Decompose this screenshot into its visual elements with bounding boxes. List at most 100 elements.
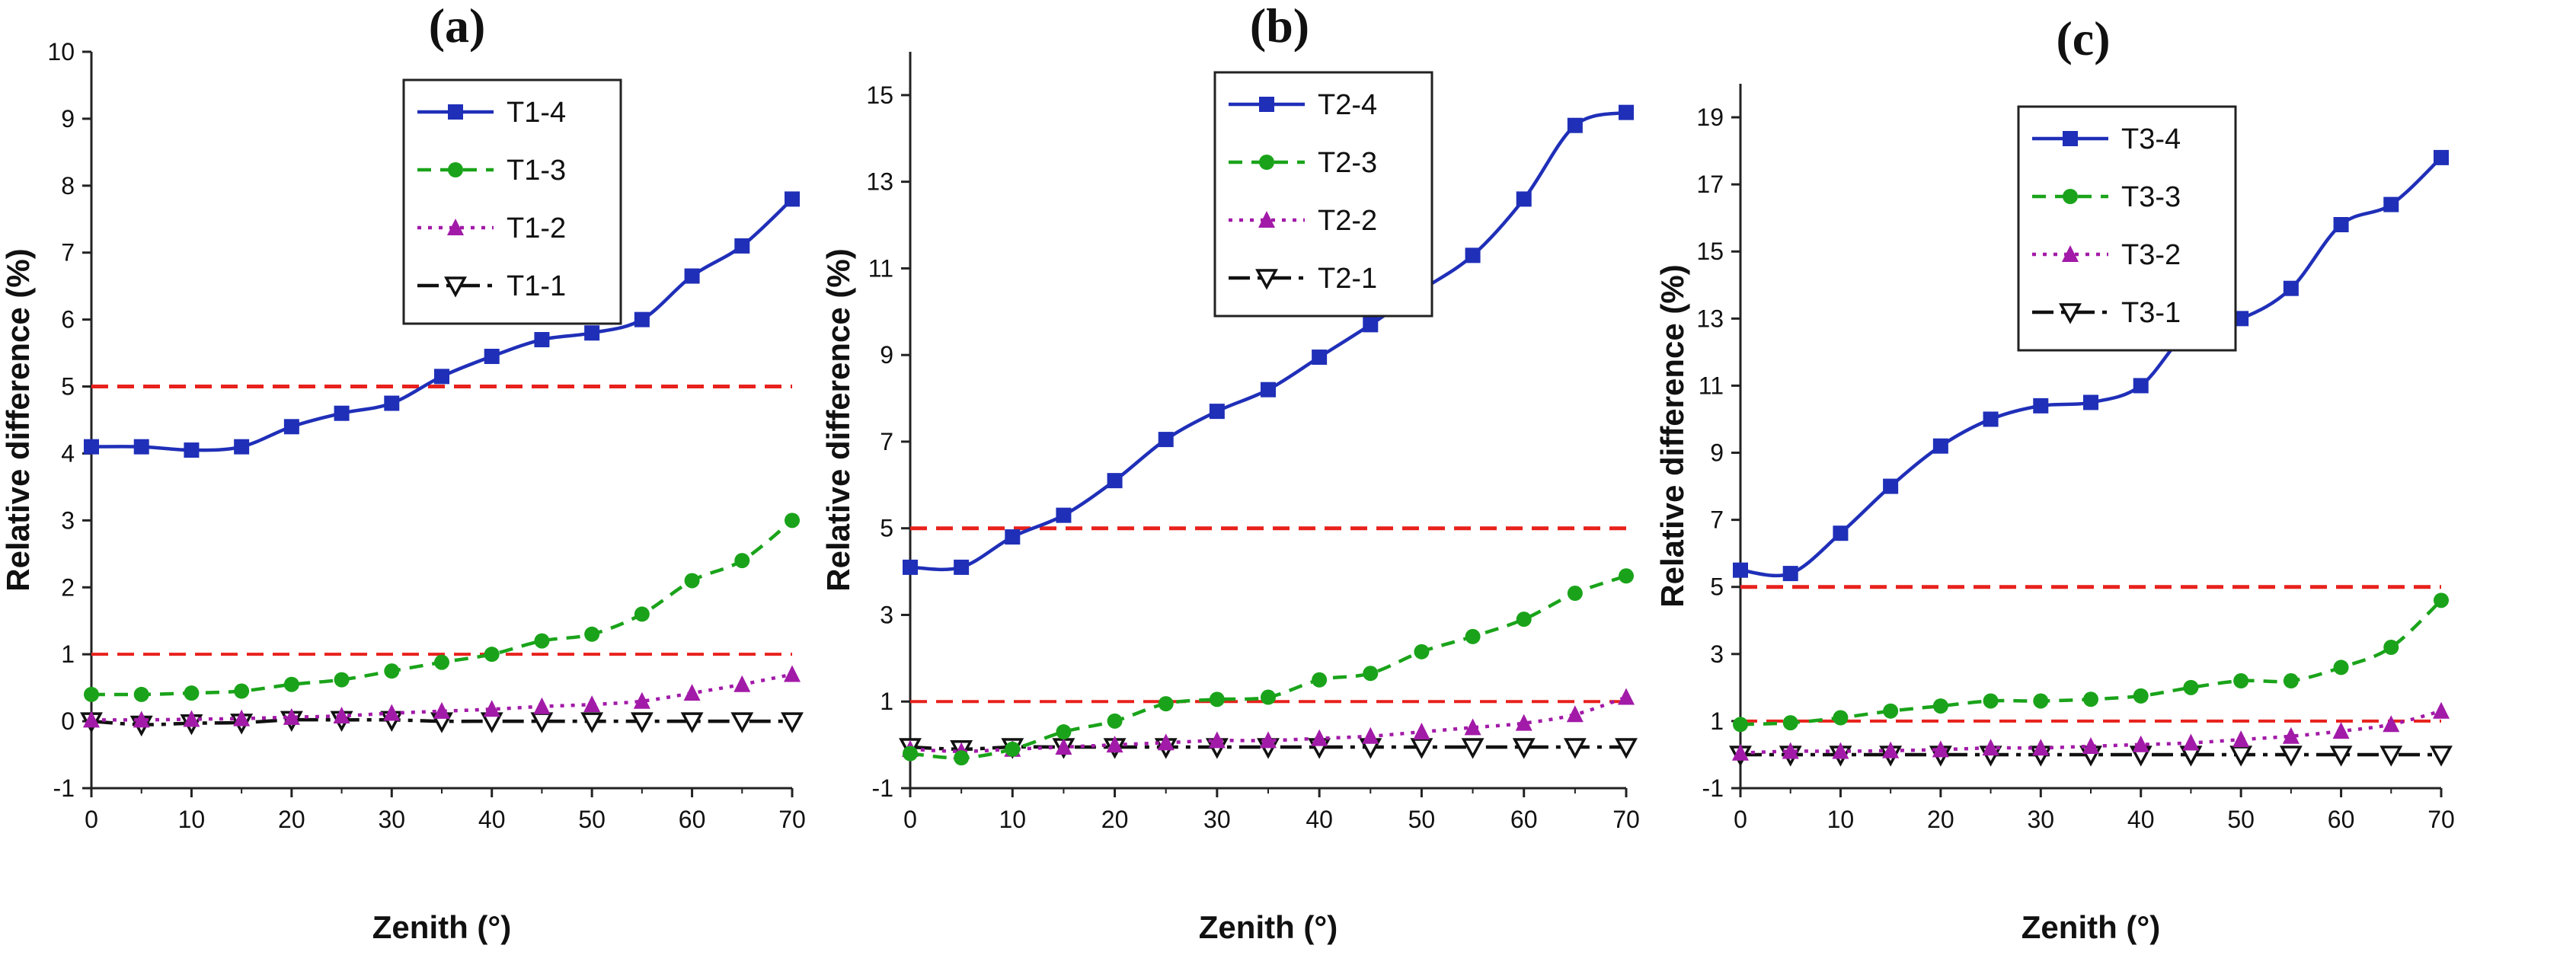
data-point-T3-3 [2233,673,2249,689]
data-point-T3-4 [1782,566,1798,582]
data-point-T3-3 [2283,673,2299,689]
data-point-T2-4 [903,559,918,575]
x-tick-label: 50 [578,806,606,833]
data-point-T2-2 [1055,737,1072,755]
x-tick-label: 70 [1612,806,1640,833]
x-tick-label: 70 [778,806,806,833]
y-tick-label: 9 [880,341,893,369]
y-tick-label: 13 [866,168,893,196]
data-point-T3-2 [2383,715,2400,733]
data-point-T3-4 [2233,311,2249,327]
data-point-T1-2 [683,684,701,701]
data-point-T1-2 [483,700,500,717]
legend-label-T1-2: T1-2 [507,212,566,244]
data-point-T2-3 [1107,713,1123,729]
x-tick-label: 40 [1306,806,1333,833]
data-point-T3-3 [2183,679,2199,695]
data-point-T2-4 [1158,432,1174,448]
legend-label-T3-3: T3-3 [2121,181,2181,213]
legend-label-T3-4: T3-4 [2121,123,2181,155]
y-tick-label: 3 [61,506,75,534]
panel-a: (a) -1 0 1 2 3 4 5 6 7 8 9 10 0 10 20 30 40 50 60 70 Zenith (… [0,0,806,945]
y-tick-label: 0 [61,707,75,735]
data-point-T1-4 [384,395,400,411]
data-point-T3-4 [1733,562,1748,578]
y-tick-label: 11 [868,254,893,282]
data-point-T3-2 [1882,741,1900,758]
data-point-T1-2 [383,704,401,721]
y-tick-label: 1 [1710,707,1724,735]
data-point-T3-2 [1832,742,1849,759]
legend-marker-T2-4 [1259,97,1274,112]
data-point-T3-3 [2434,592,2449,608]
data-point-T3-2 [1932,740,1949,758]
x-tick-label: 10 [178,806,206,833]
data-point-T2-3 [1414,643,1430,659]
data-point-T2-4 [1209,404,1225,420]
y-tick-label: 11 [1699,372,1724,399]
data-point-T1-4 [785,191,800,207]
panel-title: (a) [429,0,486,53]
data-point-T2-4 [1005,529,1021,545]
data-point-T3-2 [2082,736,2099,754]
data-point-T3-3 [2333,659,2349,675]
data-point-T1-4 [634,311,650,327]
data-point-T2-3 [1312,672,1328,688]
y-tick-label: 5 [1710,573,1724,601]
data-point-T2-3 [1261,689,1276,705]
data-point-T2-2 [1362,726,1379,744]
data-point-T3-3 [1833,710,1849,726]
x-axis-title: Zenith (°) [1199,909,1338,945]
data-point-T1-4 [584,325,600,341]
y-tick-label: 17 [1696,171,1724,198]
data-point-T3-2 [2433,701,2450,719]
y-tick-label: 3 [1710,640,1724,668]
data-point-T1-3 [634,606,650,622]
y-tick-label: 5 [880,515,893,542]
legend-marker-T3-3 [2063,189,2078,204]
data-point-T3-3 [1932,698,1948,714]
y-tick-label: 4 [61,439,75,467]
data-point-T1-2 [633,691,650,709]
data-point-T3-3 [1733,717,1748,733]
x-tick-label: 0 [85,806,98,833]
y-tick-label: 19 [1696,104,1724,131]
data-point-T3-4 [2383,196,2399,212]
legend-marker-T1-3 [448,162,463,177]
y-tick-label: 10 [47,38,75,65]
y-tick-label: 1 [61,640,75,668]
data-point-T3-2 [1732,743,1749,761]
data-point-T2-3 [903,746,918,762]
data-point-T1-2 [733,675,751,692]
data-point-T3-4 [2083,394,2098,410]
data-point-T2-2 [1566,705,1584,723]
data-point-T1-2 [283,707,300,725]
data-point-T3-4 [1833,525,1849,541]
data-point-T3-2 [2182,733,2200,751]
y-tick-label: 7 [880,428,893,455]
data-point-T1-4 [184,442,200,458]
x-tick-label: 20 [278,806,305,833]
y-tick-label: 3 [880,601,893,628]
data-point-T2-2 [1106,736,1123,753]
x-tick-label: 30 [1203,806,1231,833]
data-point-T3-2 [2032,739,2050,756]
data-point-T2-2 [1464,718,1481,736]
data-point-T2-2 [1157,733,1175,751]
y-tick-label: 7 [61,239,75,267]
legend-marker-T3-4 [2063,131,2078,146]
data-point-T1-2 [233,709,251,726]
y-tick-label: 9 [1710,439,1724,467]
data-point-T1-4 [133,439,149,455]
data-point-T1-2 [784,665,801,682]
data-point-T1-4 [484,348,500,364]
x-tick-label: 20 [1101,806,1129,833]
data-point-T2-4 [1107,473,1123,489]
legend-marker-T3-1 [2059,303,2082,324]
legend-box [402,78,622,325]
x-tick-label: 50 [1408,806,1436,833]
x-tick-label: 40 [2127,806,2155,833]
series-line-T2-2 [909,695,1627,753]
data-point-T1-4 [84,439,99,455]
